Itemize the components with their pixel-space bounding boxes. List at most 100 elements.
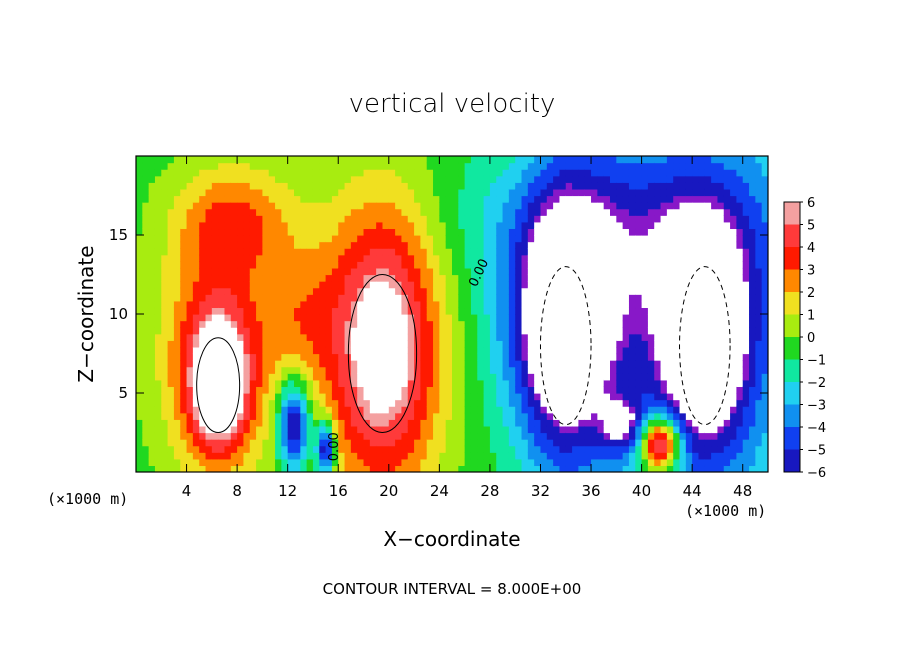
field-cell xyxy=(445,182,453,190)
field-cell xyxy=(173,156,181,164)
field-cell xyxy=(616,169,624,177)
field-cell xyxy=(161,241,169,249)
field-cell xyxy=(211,208,219,216)
field-cell xyxy=(420,327,428,335)
field-cell xyxy=(211,314,219,322)
field-cell xyxy=(730,412,737,420)
field-cell xyxy=(660,373,668,381)
field-cell xyxy=(679,267,687,276)
field-cell xyxy=(546,267,554,276)
field-cell xyxy=(192,261,200,269)
field-cell xyxy=(439,248,447,256)
field-cell xyxy=(470,432,478,440)
field-cell xyxy=(458,261,466,269)
field-cell xyxy=(508,399,516,407)
field-cell xyxy=(249,248,257,256)
field-cell xyxy=(268,300,276,309)
field-cell xyxy=(395,346,403,355)
field-cell xyxy=(610,458,617,467)
field-cell xyxy=(452,235,459,243)
field-cell xyxy=(319,208,327,216)
field-cell xyxy=(376,353,384,361)
field-cell xyxy=(742,419,750,427)
field-cell xyxy=(654,333,662,341)
x-tick-label: 32 xyxy=(531,482,550,500)
field-cell xyxy=(647,294,655,302)
field-cell xyxy=(420,373,428,381)
field-cell xyxy=(192,419,200,427)
field-cell xyxy=(180,439,188,447)
field-cell xyxy=(489,412,497,420)
field-cell xyxy=(376,373,384,381)
field-cell xyxy=(685,215,693,223)
field-cell xyxy=(268,360,276,368)
field-cell xyxy=(616,327,624,335)
field-cell xyxy=(685,188,693,197)
field-cell xyxy=(597,156,605,164)
field-cell xyxy=(610,465,617,472)
field-cell xyxy=(426,300,434,309)
field-cell xyxy=(350,353,358,361)
field-cell xyxy=(553,169,561,177)
field-cell xyxy=(426,340,434,348)
field-cell xyxy=(749,419,756,427)
field-cell xyxy=(647,261,655,269)
field-cell xyxy=(464,188,472,197)
field-cell xyxy=(610,254,617,262)
field-cell xyxy=(660,399,668,407)
field-cell xyxy=(331,267,339,276)
field-cell xyxy=(161,307,169,315)
field-cell xyxy=(154,261,162,269)
field-cell xyxy=(610,281,617,289)
field-cell xyxy=(622,182,630,190)
field-cell xyxy=(407,300,415,309)
field-cell xyxy=(161,327,169,335)
field-cell xyxy=(628,445,636,453)
field-cell xyxy=(489,439,497,447)
field-cell xyxy=(319,221,327,230)
field-cell xyxy=(287,274,295,282)
field-cell xyxy=(483,366,491,374)
field-cell xyxy=(515,300,523,309)
field-cell xyxy=(470,274,478,282)
field-cell xyxy=(281,169,289,177)
field-cell xyxy=(610,169,617,177)
field-cell xyxy=(685,379,693,388)
field-cell xyxy=(692,425,700,434)
field-cell xyxy=(641,340,649,348)
field-cell xyxy=(312,379,320,388)
field-cell xyxy=(679,287,687,295)
field-cell xyxy=(470,327,478,335)
field-cell xyxy=(635,393,643,401)
field-cell xyxy=(496,458,504,467)
field-cell xyxy=(338,307,346,315)
field-cell xyxy=(262,360,270,368)
field-cell xyxy=(565,353,573,361)
field-cell xyxy=(199,281,207,289)
field-cell xyxy=(148,182,156,190)
field-cell xyxy=(243,399,251,407)
field-cell xyxy=(565,300,573,309)
field-cell xyxy=(704,432,712,440)
field-cell xyxy=(224,320,232,328)
field-cell xyxy=(306,432,314,440)
field-cell xyxy=(723,182,731,190)
field-cell xyxy=(641,452,649,460)
field-cell xyxy=(527,419,535,427)
field-cell xyxy=(420,333,428,341)
field-cell xyxy=(565,425,573,434)
field-cell xyxy=(692,300,700,309)
field-cell xyxy=(388,445,396,453)
field-cell xyxy=(496,327,504,335)
field-cell xyxy=(584,228,592,236)
field-cell xyxy=(319,346,327,355)
field-cell xyxy=(572,425,579,434)
field-cell xyxy=(508,425,516,434)
field-cell xyxy=(243,300,251,309)
field-cell xyxy=(300,314,308,322)
field-cell xyxy=(205,386,213,394)
field-cell xyxy=(395,465,403,472)
field-cell xyxy=(553,261,561,269)
field-cell xyxy=(755,353,763,361)
field-cell xyxy=(534,156,542,164)
